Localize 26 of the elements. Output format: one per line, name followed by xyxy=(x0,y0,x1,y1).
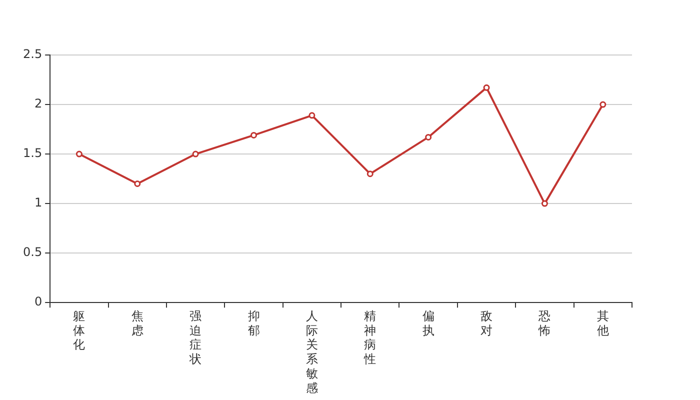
point xyxy=(425,134,432,140)
x-tick-label: 偏执 xyxy=(422,308,434,338)
point xyxy=(76,150,82,158)
x-tick-label: 恐怖 xyxy=(538,308,551,338)
y-tick-label: 2.5 xyxy=(22,47,42,62)
point xyxy=(250,132,258,138)
x-tick-label: 精神病性 xyxy=(363,308,376,366)
point xyxy=(366,170,374,178)
x-tick-label: 人际关系敏感 xyxy=(306,308,318,395)
y-tick-label: 1.5 xyxy=(22,146,42,160)
point xyxy=(308,112,316,119)
x-tick-label: 强迫症状 xyxy=(188,308,202,366)
x-tick-label: 焦虑 xyxy=(131,308,144,338)
point xyxy=(541,200,548,207)
y-tick-label: 0 xyxy=(34,294,42,309)
x-tick-label: 敌对 xyxy=(480,308,493,338)
x-tick-label: 躯体化 xyxy=(73,308,86,352)
x-tick-label: 抑郁 xyxy=(248,308,260,338)
point xyxy=(192,150,199,158)
point xyxy=(134,180,141,187)
y-tick-label: 2 xyxy=(34,96,42,111)
point xyxy=(483,84,490,91)
y-tick-label: 0.5 xyxy=(22,245,42,260)
y-tick-label: 1 xyxy=(34,196,42,210)
x-tick-label: 其他 xyxy=(596,308,609,338)
point xyxy=(600,101,606,108)
